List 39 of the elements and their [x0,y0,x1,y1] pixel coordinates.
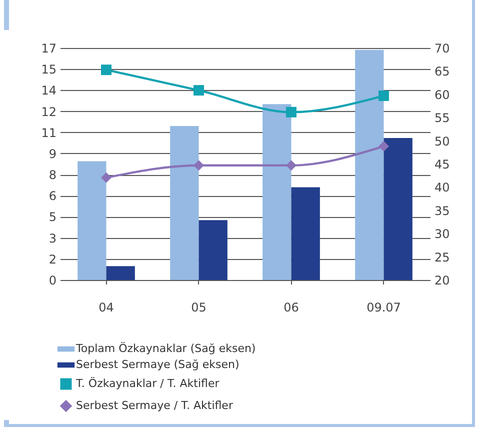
y2-tick-label: 35 [434,204,450,218]
y-tick-label: 14 [41,84,56,98]
y2-tick-label: 65 [434,64,450,79]
point [101,64,112,76]
y-tick-label: 12 [41,104,56,119]
y2-tick-label: 30 [434,227,450,242]
point [194,85,204,96]
point [286,106,296,118]
y2-tick-label: 25 [434,250,450,264]
legend-label: Serbest Sermaye (Sağ eksen) [76,358,240,371]
point [101,172,112,183]
y-tick-label: 9 [48,146,56,161]
legend-label: Toplam Özkaynaklar (Sağ eksen) [75,341,256,355]
x-tick-label: 09.07 [366,300,401,314]
point [286,160,296,171]
y-tick-label: 11 [41,126,56,140]
y-tick-label: 2 [48,252,56,266]
x-tick-label: 06 [284,300,299,314]
point [194,160,204,171]
y2-tick-label: 50 [434,134,450,148]
y-tick-label: 3 [48,231,56,246]
y2-tick-label: 45 [434,158,450,172]
y-tick-label: 15 [41,62,56,77]
y-tick-label: 17 [41,42,56,56]
y-tick-label: 8 [48,168,56,182]
y-tick-label: 0 [48,274,56,288]
legend-label: T. Özkaynaklar / T. Aktifler [75,376,220,390]
y2-tick-label: 20 [434,274,450,288]
legend-label: Serbest Sermaye / T. Aktifler [76,399,234,412]
y2-tick-label: 40 [434,180,450,195]
y2-tick-label: 70 [434,42,450,56]
y-tick-label: 6 [48,189,56,204]
x-tick-label: 04 [98,300,114,314]
y-tick-label: 5 [48,210,56,224]
x-tick-label: 05 [191,300,206,314]
point [378,141,389,152]
point [378,90,389,102]
y2-tick-label: 60 [434,88,450,102]
y2-tick-label: 55 [434,111,450,126]
